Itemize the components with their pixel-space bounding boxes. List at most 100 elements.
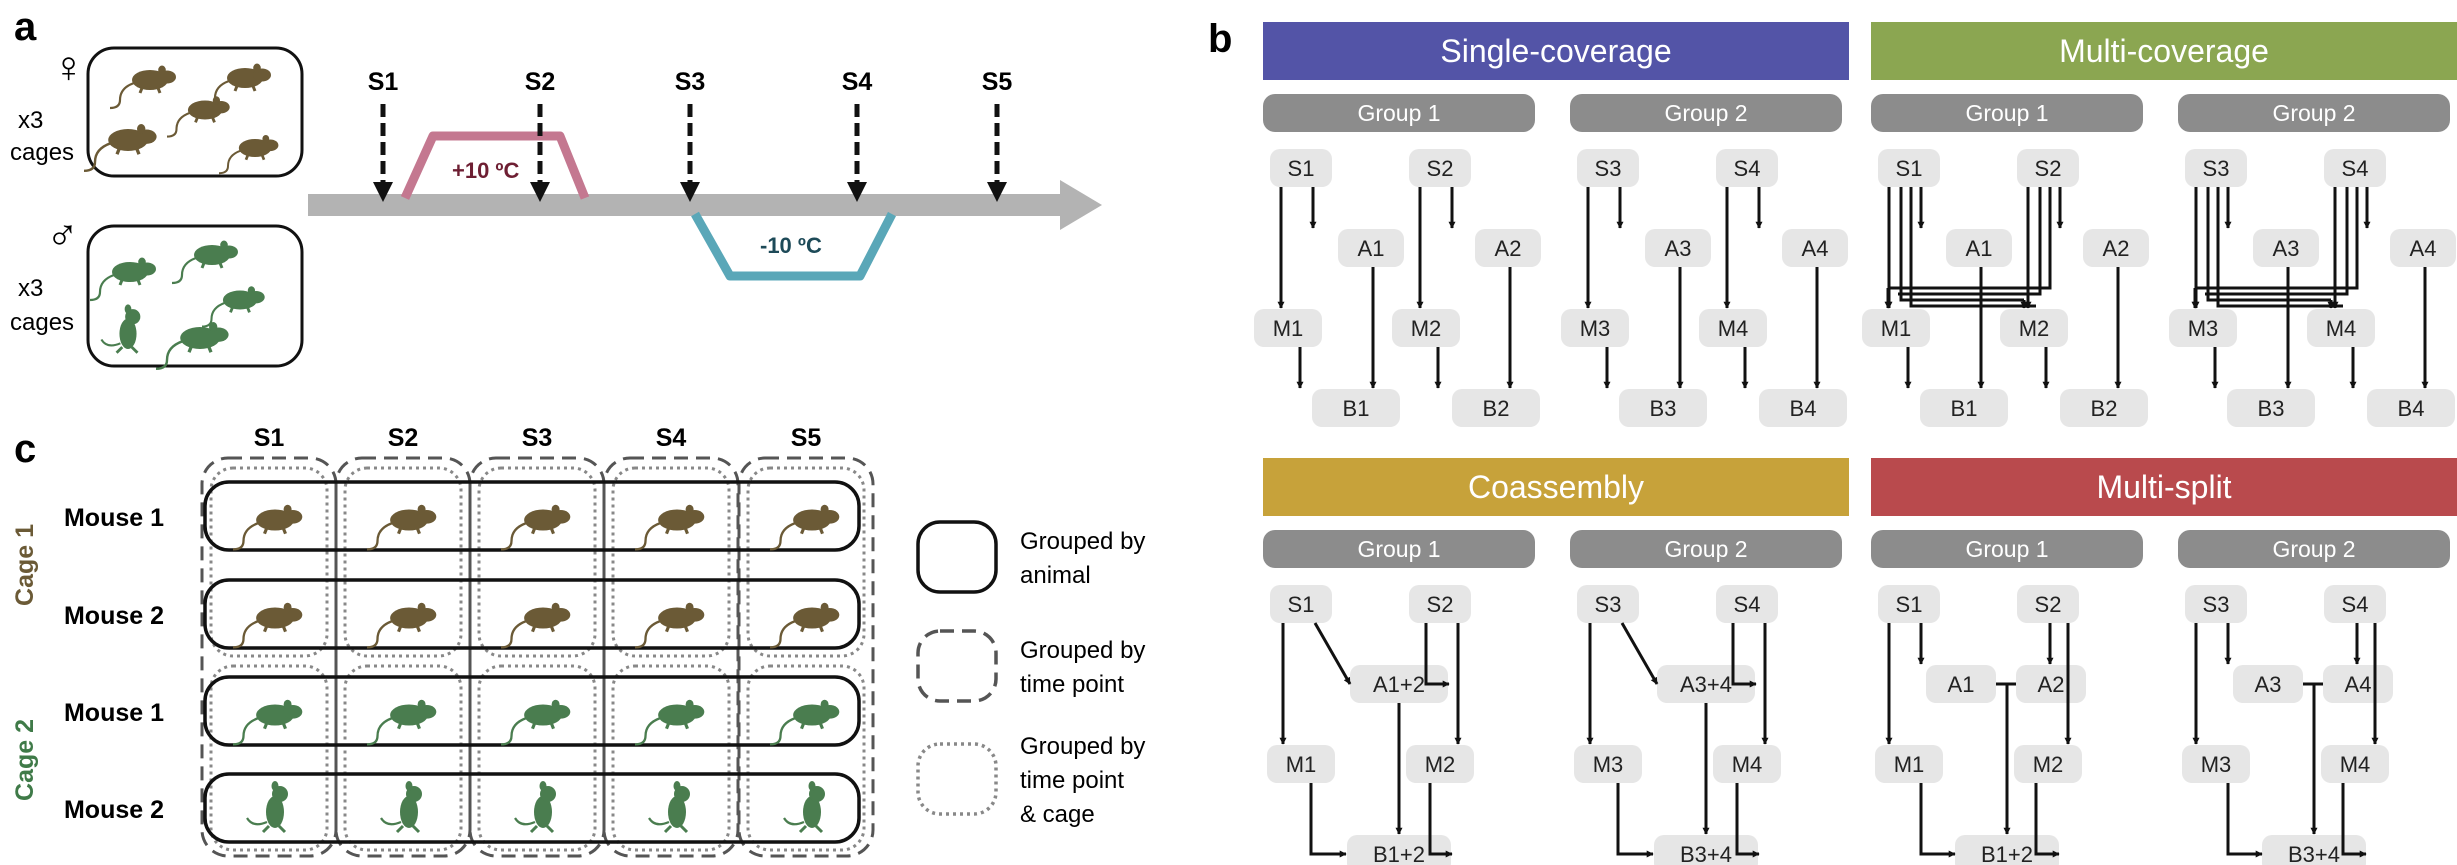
timepoint-label-s4: S4 [842, 68, 873, 96]
group-label: Group 2 [1664, 100, 1747, 126]
sample-mouse-icon [380, 781, 422, 834]
timepoint-cage-group-box [611, 664, 731, 852]
svg-text:S1: S1 [1896, 592, 1923, 617]
svg-text:S2: S2 [1427, 156, 1454, 181]
timepoint-label-s2: S2 [525, 68, 556, 96]
sample-mouse-icon [769, 504, 840, 551]
panel-b: b Single-coverage Group 1 S1 S2 A1 A2 M1 M2 B1 B2… [1208, 17, 2457, 865]
male-symbol: ♂ [46, 211, 79, 260]
svg-text:M2: M2 [1425, 752, 1456, 777]
bin-node: B1+2 [1347, 835, 1451, 865]
assembly-node-a3: A3 [2233, 665, 2303, 703]
mapping-node-m3: M3 [2169, 309, 2237, 347]
flow-arrow [2226, 783, 2263, 858]
animal-group-box [203, 480, 861, 552]
legend-swatch-dotted [916, 742, 998, 816]
sample-mouse-icon [783, 781, 825, 834]
group-1: Group 1 S1 S2 A1 A2 M1 M2 B1 B2 [1862, 94, 2149, 427]
flow-line [2216, 187, 2343, 308]
cage-label: Cage 2 [11, 719, 39, 801]
row-label-mouse: Mouse 1 [64, 504, 164, 532]
group-1: Group 1 S1 S2 A1 A2 M1 M2 B1+2 [1871, 530, 2143, 865]
svg-text:B1+2: B1+2 [1373, 842, 1425, 865]
svg-text:B1: B1 [1951, 396, 1978, 421]
male-mouse-icon [171, 240, 238, 285]
mapping-node-m3: M3 [1561, 309, 1629, 347]
svg-text:S1: S1 [1896, 156, 1923, 181]
timepoint-cage-group-box [477, 466, 597, 658]
svg-text:M2: M2 [2033, 752, 2064, 777]
svg-text:B2: B2 [2091, 396, 2118, 421]
flow-arrow [1620, 622, 1659, 685]
female-mice-group [83, 63, 279, 175]
svg-text:M3: M3 [2188, 316, 2219, 341]
panel-b-label: b [1208, 17, 1232, 61]
timepoint-markers: S1 S2 S3 S4 S5 [368, 68, 1012, 202]
group-2: Group 2 S3 S4 A3 A4 M3 M4 B3 B4 [2169, 94, 2456, 427]
coassembly-node: A1+2 [1350, 665, 1448, 703]
assembly-node-a2: A2 [2083, 229, 2149, 267]
svg-text:S3: S3 [1595, 156, 1622, 181]
group-header [1871, 530, 2143, 568]
group-label: Group 2 [2272, 536, 2355, 562]
group-header [1871, 94, 2143, 132]
flow-arrow [2341, 783, 2367, 858]
male-mice-group [89, 240, 265, 371]
flow-line [1909, 187, 2036, 308]
assembly-node-a4: A4 [2390, 229, 2456, 267]
group-label: Group 2 [2272, 100, 2355, 126]
animal-group-box [203, 772, 861, 844]
svg-text:M3: M3 [1580, 316, 1611, 341]
male-cage-label: cages [10, 309, 74, 336]
svg-text:B1+2: B1+2 [1981, 842, 2033, 865]
assembly-node-a4: A4 [1782, 229, 1848, 267]
svg-text:A3: A3 [2273, 236, 2300, 261]
sample-node-s3: S3 [1577, 585, 1639, 623]
mapping-node-m4: M4 [1699, 309, 1767, 347]
svg-text:A2: A2 [2103, 236, 2130, 261]
mapping-node-m1: M1 [1267, 745, 1335, 783]
timepoint-cage-group-box [611, 466, 731, 658]
flow-line [2206, 187, 2331, 302]
svg-text:A1: A1 [1948, 672, 1975, 697]
bin-node: B3+4 [2262, 835, 2366, 865]
sample-node-s2: S2 [1409, 585, 1471, 623]
group-header [1570, 530, 1842, 568]
svg-text:A2: A2 [1495, 236, 1522, 261]
animal-group-box [203, 675, 861, 747]
svg-text:A1: A1 [1966, 236, 1993, 261]
sample-mouse-icon [232, 602, 303, 649]
timepoint-group-box [737, 456, 875, 858]
timepoint-cage-group-box [209, 664, 329, 852]
sample-grid: S1 S2 S3 S4 S5 Cage 1 Mouse 1 Mouse 2 Cage 2 Mous… [11, 424, 875, 858]
svg-text:A3+4: A3+4 [1680, 672, 1732, 697]
sample-node-s1: S1 [1270, 585, 1332, 623]
heat-treatment-trace [400, 131, 590, 200]
svg-text:M4: M4 [2340, 752, 2371, 777]
timepoint-cage-group-box [746, 664, 866, 852]
svg-text:M2: M2 [1411, 316, 1442, 341]
flow-arrow [1731, 623, 1757, 688]
legend-text: & cage [1020, 801, 1095, 828]
grouping-legend: Grouped by animal Grouped by time point Grou… [916, 520, 1145, 828]
strategy-header [1871, 22, 2457, 80]
group-header [2178, 94, 2450, 132]
assembly-node-a1: A1 [1926, 665, 1996, 703]
sample-node-s2: S2 [1409, 149, 1471, 187]
group-label: Group 2 [1664, 536, 1747, 562]
panel-c-label: c [14, 427, 36, 471]
svg-text:M4: M4 [1732, 752, 1763, 777]
svg-text:M1: M1 [1286, 752, 1317, 777]
assembly-node-a2: A2 [2016, 665, 2086, 703]
sample-mouse-icon [500, 602, 571, 649]
cold-treatment-trace [691, 211, 896, 281]
svg-text:A4: A4 [2410, 236, 2437, 261]
svg-text:B3: B3 [2258, 396, 2285, 421]
sample-mouse-icon [769, 602, 840, 649]
timepoint-cage-group-box [343, 664, 463, 852]
flow-line [1898, 187, 2042, 296]
strategy-title: Multi-coverage [2059, 33, 2269, 69]
mapping-node-m1: M1 [1875, 745, 1943, 783]
